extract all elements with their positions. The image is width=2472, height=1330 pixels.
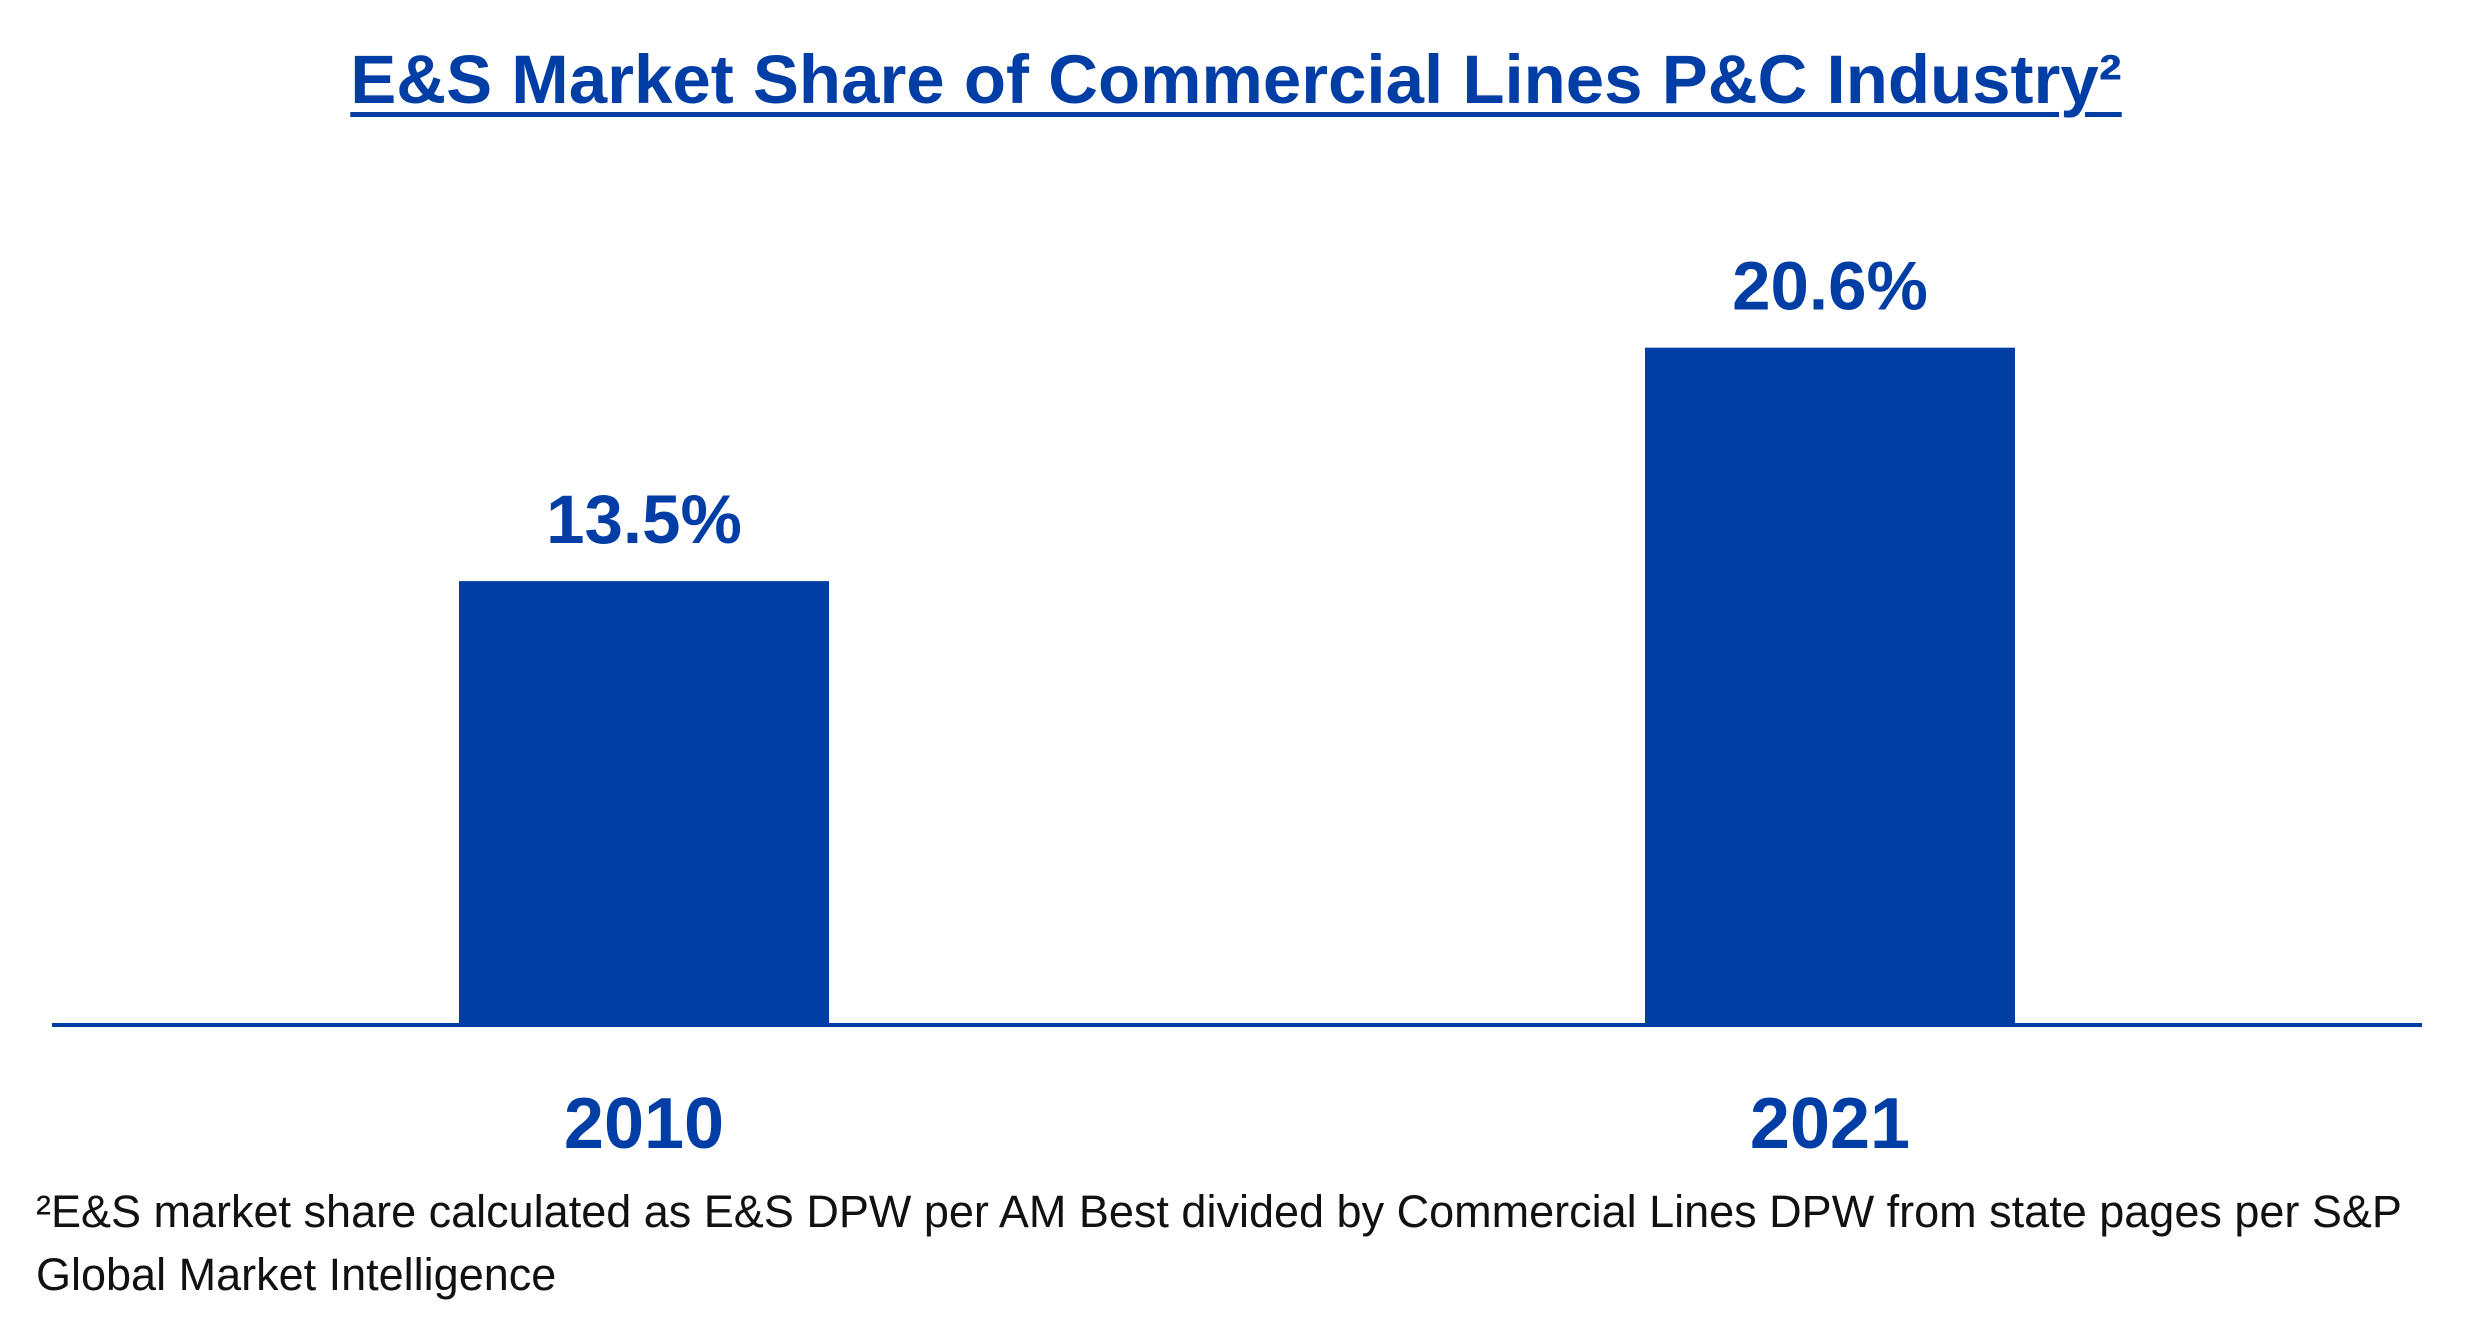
data-label-2021: 20.6% <box>1732 248 1928 325</box>
bar-2021 <box>1645 347 2015 1025</box>
data-label-2010: 13.5% <box>546 481 742 558</box>
x-tick-label-2010: 2010 <box>564 1084 724 1164</box>
chart-title-text: E&S Market Share of Commercial Lines P&C… <box>350 41 2122 118</box>
bar-2010 <box>459 581 829 1025</box>
chart-title: E&S Market Share of Commercial Lines P&C… <box>0 40 2472 119</box>
x-tick-label-2021: 2021 <box>1750 1084 1910 1164</box>
footnote: ²E&S market share calculated as E&S DPW … <box>36 1186 2402 1300</box>
